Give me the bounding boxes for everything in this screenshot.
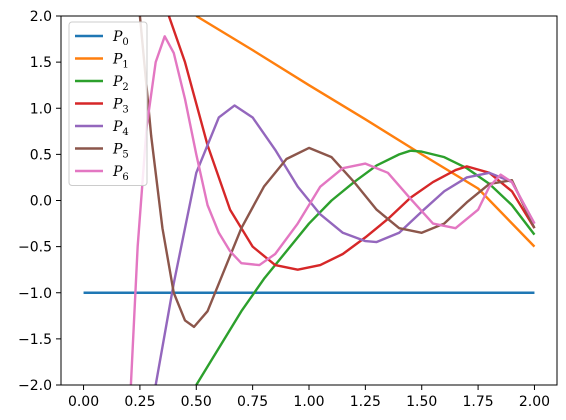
x-tick-label-7: 1.75 (463, 394, 494, 410)
series-line-p4 (154, 104, 536, 385)
y-tick-label-5: 0.5 (30, 147, 52, 163)
legend-subscript-4: 4 (122, 127, 128, 138)
series-line-p2 (195, 149, 536, 385)
legend-box (68, 21, 148, 186)
series-line-p1 (195, 16, 536, 248)
legend-subscript-3: 3 (122, 105, 128, 116)
y-tick-label-3: −0.5 (18, 240, 52, 256)
y-tick-label-0: −2.0 (18, 378, 52, 394)
legend-subscript-1: 1 (122, 60, 128, 71)
x-tick-label-3: 0.75 (237, 394, 268, 410)
y-tick-label-6: 1.0 (30, 101, 52, 117)
legend-subscript-6: 6 (122, 172, 128, 183)
y-tick-label-7: 1.5 (30, 55, 52, 71)
y-tick-label-8: 2.0 (30, 9, 52, 25)
legend-subscript-5: 5 (122, 150, 128, 161)
legend-subscript-2: 2 (122, 82, 128, 93)
x-tick-label-0: 0.00 (68, 394, 99, 410)
y-tick-label-2: −1.0 (18, 286, 52, 302)
y-tick-label-1: −1.5 (18, 332, 52, 348)
x-tick-label-1: 0.25 (124, 394, 155, 410)
x-tick-label-4: 1.00 (293, 394, 324, 410)
x-tick-label-8: 2.00 (519, 394, 550, 410)
x-tick-label-5: 1.25 (350, 394, 381, 410)
y-tick-label-4: 0.0 (30, 194, 52, 210)
series-line-p6 (129, 35, 536, 385)
x-tick-label-2: 0.50 (181, 394, 212, 410)
series-line-p5 (138, 16, 536, 329)
legend-subscript-0: 0 (122, 37, 128, 48)
x-tick-label-6: 1.50 (406, 394, 437, 410)
